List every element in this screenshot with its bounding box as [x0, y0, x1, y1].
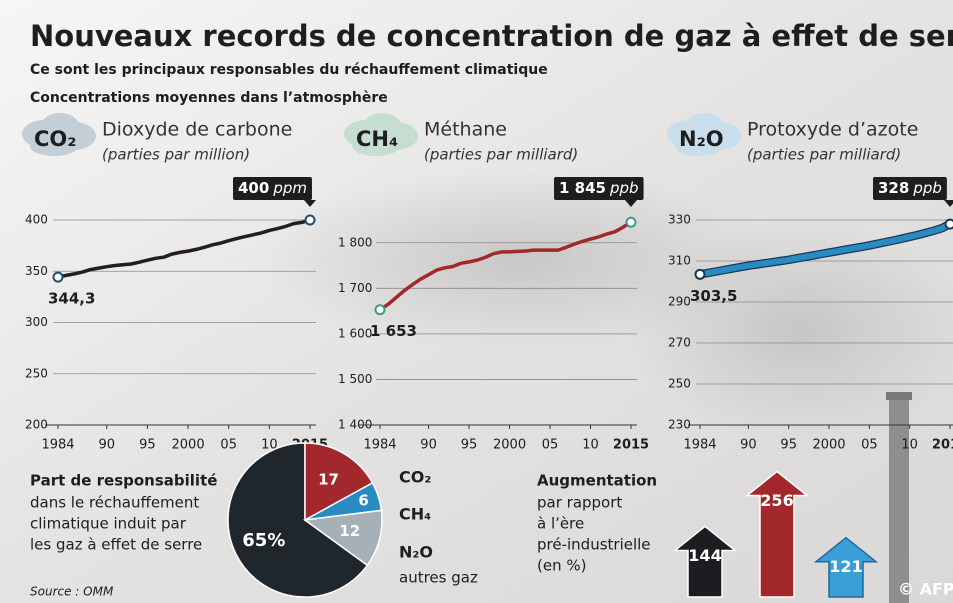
arrow-value-label: 121: [829, 557, 862, 576]
pie-legend-label: N₂O: [399, 543, 433, 562]
value-label: 1 653: [370, 322, 417, 340]
source: Source : OMM: [30, 585, 114, 599]
x-tick-label: 2000: [172, 438, 205, 453]
x-tick-label: 1984: [363, 438, 396, 453]
x-tick-label: 10: [901, 438, 918, 453]
value-label-unit: ppb: [912, 179, 942, 197]
pie-legend-label: CH₄: [399, 505, 431, 524]
y-tick-label: 1 500: [338, 372, 372, 386]
bar-subtitle: pré-industrielle: [537, 536, 651, 554]
x-tick-label: 05: [542, 438, 559, 453]
y-tick-label: 1 800: [338, 235, 372, 249]
arrow-value-label: 144: [688, 546, 721, 565]
pie-value-label: 6: [358, 491, 368, 509]
x-tick-label: 10: [582, 438, 599, 453]
end-point: [376, 305, 385, 314]
value-label-number: 1 845: [559, 179, 606, 197]
x-tick-label: 1984: [683, 438, 716, 453]
chimney-top: [886, 392, 912, 400]
y-tick-label: 230: [668, 418, 691, 432]
y-tick-label: 200: [25, 418, 48, 432]
y-tick-label: 310: [668, 254, 691, 268]
credit: © AFP: [898, 580, 953, 599]
panel-subtitle: (parties par million): [102, 146, 250, 164]
x-tick-label: 95: [780, 438, 797, 453]
y-tick-label: 250: [668, 377, 691, 391]
x-tick-label: 2015: [613, 438, 649, 453]
value-label: 303,5: [690, 287, 737, 305]
value-label-number: 328: [878, 179, 909, 197]
pie-legend-label: CO₂: [399, 468, 431, 487]
value-label-number: 400: [238, 179, 269, 197]
x-tick-label: 2000: [493, 438, 526, 453]
x-tick-label: 90: [740, 438, 757, 453]
x-tick-label: 95: [461, 438, 478, 453]
end-point: [306, 216, 315, 225]
section-title: Concentrations moyennes dans l’atmosphèr…: [30, 90, 388, 106]
value-label: 344,3: [48, 290, 95, 308]
x-tick-label: 95: [139, 438, 156, 453]
bar-subtitle: à l’ère: [537, 515, 584, 533]
y-tick-label: 1 700: [338, 281, 372, 295]
x-tick-label: 2015: [932, 438, 953, 453]
panel-subtitle: (parties par milliard): [424, 146, 578, 164]
pie-subtitle: climatique induit par: [30, 515, 187, 533]
pie-legend-label: autres gaz: [399, 569, 478, 587]
y-tick-label: 270: [668, 336, 691, 350]
x-tick-label: 1984: [41, 438, 74, 453]
gas-badge: CO₂: [34, 127, 76, 151]
panel-title: Protoxyde d’azote: [747, 119, 918, 141]
y-tick-label: 350: [25, 264, 48, 278]
gas-badge: N₂O: [679, 127, 724, 151]
pie-value-label: 65%: [242, 530, 285, 551]
panel-subtitle: (parties par milliard): [747, 146, 901, 164]
panel-title: Méthane: [424, 119, 507, 141]
y-tick-label: 300: [25, 315, 48, 329]
pie-subtitle: dans le réchauffement: [30, 494, 199, 512]
end-point: [54, 273, 63, 282]
y-tick-label: 400: [25, 213, 48, 227]
value-label-unit: ppm: [272, 179, 307, 197]
end-point: [696, 270, 705, 279]
x-tick-label: 90: [99, 438, 116, 453]
pie-title: Part de responsabilité: [30, 472, 217, 490]
end-point: [627, 218, 636, 227]
y-tick-label: 1 600: [338, 326, 372, 340]
arrow-value-label: 256: [760, 491, 793, 510]
value-label-unit: ppb: [609, 179, 639, 197]
panel-title: Dioxyde de carbone: [102, 119, 292, 141]
x-tick-label: 90: [420, 438, 437, 453]
y-tick-label: 250: [25, 366, 48, 380]
y-tick-label: 290: [668, 295, 691, 309]
gas-badge: CH₄: [356, 127, 398, 151]
infographic: Nouveaux records de concentration de gaz…: [0, 0, 953, 603]
chimney: [889, 392, 909, 603]
x-tick-label: 2000: [812, 438, 845, 453]
pie-subtitle: les gaz à effet de serre: [30, 536, 202, 554]
x-tick-label: 05: [220, 438, 237, 453]
pie-value-label: 12: [339, 522, 360, 540]
subtitle: Ce sont les principaux responsables du r…: [30, 62, 548, 78]
pie-value-label: 17: [318, 471, 339, 489]
x-tick-label: 05: [861, 438, 878, 453]
title: Nouveaux records de concentration de gaz…: [30, 19, 953, 53]
bar-title: Augmentation: [537, 472, 657, 490]
end-point: [946, 220, 953, 229]
y-tick-label: 330: [668, 213, 691, 227]
bar-subtitle: par rapport: [537, 494, 622, 512]
bar-subtitle: (en %): [537, 557, 586, 575]
